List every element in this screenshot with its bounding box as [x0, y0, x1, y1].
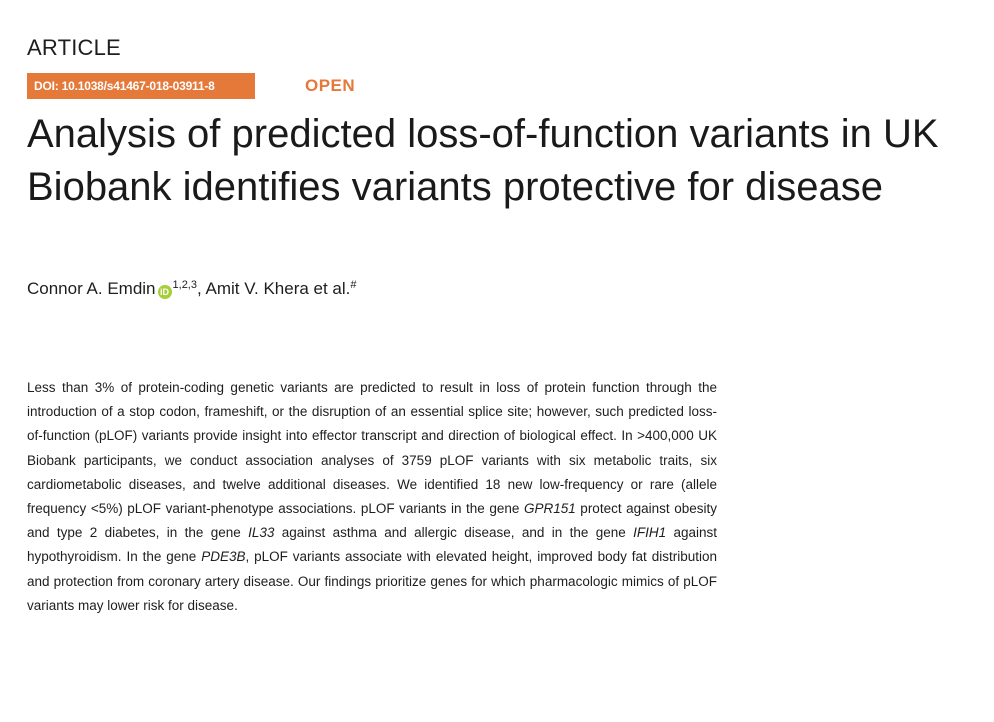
equal-contribution-mark: # [350, 279, 357, 291]
gene-name: IFIH1 [633, 525, 667, 541]
orcid-icon[interactable]: iD [157, 285, 172, 299]
affiliation-superscript: 1,2,3 [172, 279, 197, 291]
article-meta-row: DOI: 10.1038/s41467-018-03911-8 OPEN [27, 73, 355, 99]
abstract-segment: Less than 3% of protein-coding genetic v… [27, 380, 717, 517]
abstract-text: Less than 3% of protein-coding genetic v… [27, 376, 717, 618]
gene-name: GPR151 [523, 501, 576, 517]
abstract-segment: protect against obesity and type 2 diabe… [27, 501, 717, 541]
author-list: Connor A. Emdin iD1,2,3, Amit V. Khera et… [27, 279, 357, 299]
article-title: Analysis of predicted loss-of-function v… [27, 112, 939, 209]
gene-name: PDE3B [201, 549, 246, 565]
author-name-link[interactable]: Connor A. Emdin [27, 279, 156, 298]
abstract-segment: against asthma and allergic disease, and… [274, 525, 634, 541]
open-access-label: OPEN [305, 76, 356, 95]
author-name-link[interactable]: , Amit V. Khera et al. [196, 279, 351, 298]
abstract-segment: , pLOF variants associate with elevated … [27, 549, 717, 613]
gene-name: IL33 [248, 525, 275, 541]
article-type-label: ARTICLE [27, 35, 121, 60]
doi-badge[interactable]: DOI: 10.1038/s41467-018-03911-8 [27, 73, 255, 99]
abstract-segment: against hypothyroidism. In the gene [27, 525, 718, 565]
